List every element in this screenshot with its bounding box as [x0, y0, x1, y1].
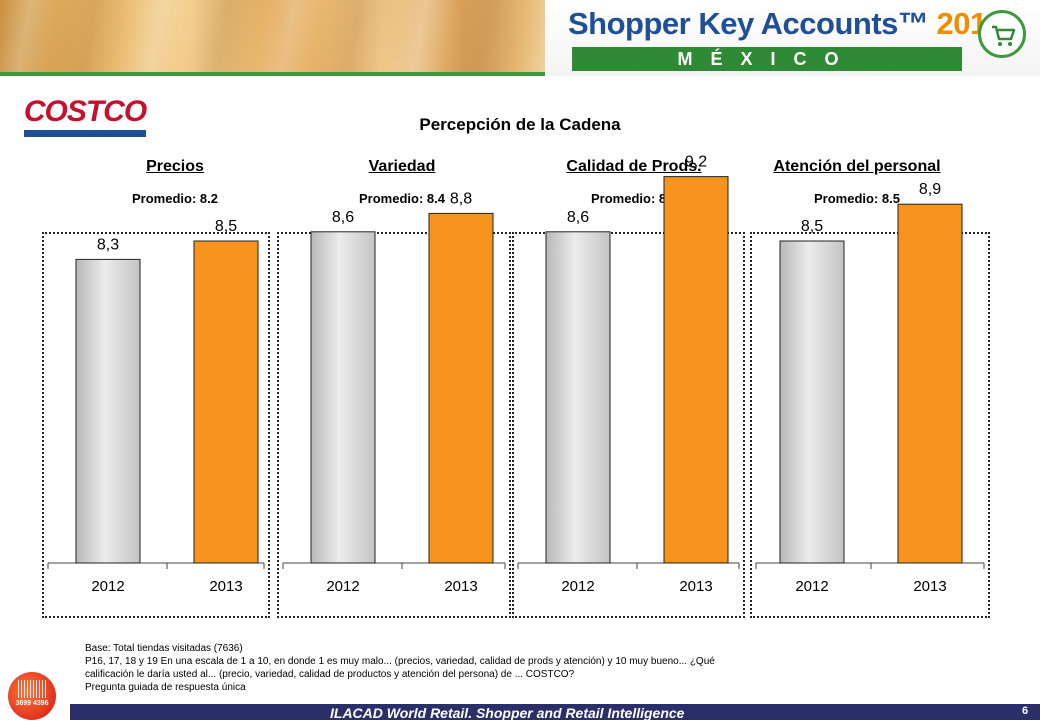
data-label: 8,9: [919, 181, 941, 198]
bar-2012: [545, 231, 611, 564]
data-label: 8,3: [97, 236, 119, 253]
chart-panel-precios: [42, 232, 270, 618]
footnote-base: Base: Total tiendas visitadas (7636): [85, 643, 243, 654]
footnote-question-cont: calificación le daría usted al... (preci…: [85, 669, 575, 680]
bar-2013: [193, 240, 259, 564]
bar-2012: [75, 258, 141, 564]
costco-logo: COSTCO: [23, 95, 147, 128]
category-title-calidad: Calidad de Prods.: [566, 158, 702, 175]
category-title-precios: Precios: [146, 158, 204, 175]
country-bar: [572, 47, 962, 71]
page-number: 6: [1022, 705, 1029, 717]
footnote-type: Pregunta guiada de respuesta única: [85, 682, 246, 693]
tick-label: 2013: [679, 578, 712, 595]
chart-panel-variedad: [277, 232, 511, 618]
shopping-cart-badge: [978, 10, 1026, 58]
country-label: MÉXICO: [677, 49, 857, 69]
header-photo-banner: [0, 0, 545, 72]
tick-label: 2013: [913, 578, 946, 595]
chart-panel-calidad: [512, 232, 745, 618]
category-average-precios: Promedio: 8.2: [132, 191, 218, 206]
bar-2013: [663, 176, 729, 564]
data-label: 8,5: [215, 218, 237, 235]
shopping-cart-icon: [992, 25, 1016, 46]
bar-2012: [779, 240, 845, 564]
tick-label: 2013: [444, 578, 477, 595]
category-title-variedad: Variedad: [368, 158, 436, 175]
tick-label: 2012: [326, 578, 359, 595]
footer-bar: [70, 704, 1040, 720]
data-label: 8,5: [801, 218, 823, 235]
footer-text: ILACAD World Retail. Shopper and Retail …: [330, 705, 685, 721]
bar-2013: [428, 212, 494, 564]
data-label: 9,2: [685, 154, 707, 171]
tick-label: 2012: [91, 578, 124, 595]
footnote: Base: Total tiendas visitadas (7636) P16…: [85, 642, 885, 694]
seal-barcode: [18, 680, 46, 698]
category-title-atencion: Atención del personal: [773, 158, 941, 175]
header-divider: [0, 72, 545, 76]
tick-label: 2012: [795, 578, 828, 595]
category-average-variedad: Promedio: 8.4: [359, 191, 445, 206]
chart-title: Percepción de la Cadena: [419, 115, 621, 134]
category-average-atencion: Promedio: 8.5: [814, 191, 900, 206]
bar-2013: [897, 203, 963, 564]
category-average-calidad: Promedio: 8.4: [591, 191, 677, 206]
tick-label: 2012: [561, 578, 594, 595]
data-label: 8,8: [450, 190, 472, 207]
data-label: 8,6: [332, 209, 354, 226]
costco-logo-bar: [24, 130, 146, 137]
data-label: 8,6: [567, 209, 589, 226]
footnote-question: P16, 17, 18 y 19 En una escala de 1 a 10…: [85, 656, 715, 667]
chart-panel-atencion: [750, 232, 990, 618]
tick-label: 2013: [209, 578, 242, 595]
bar-2012: [310, 231, 376, 564]
seal-text: 3699 4396: [15, 700, 49, 707]
